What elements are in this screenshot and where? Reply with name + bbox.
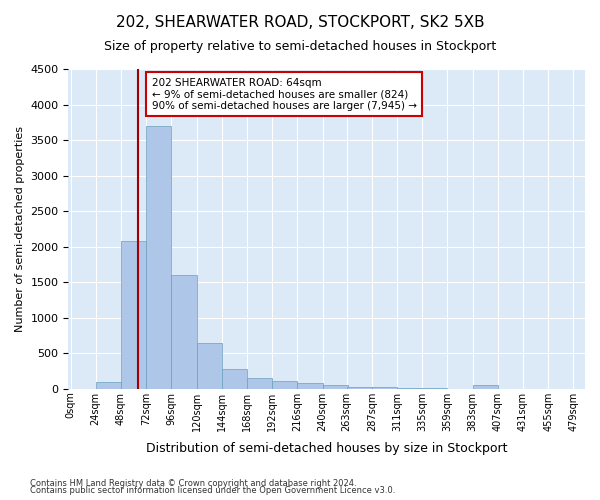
Bar <box>323 385 348 388</box>
Y-axis label: Number of semi-detached properties: Number of semi-detached properties <box>15 126 25 332</box>
Bar <box>197 344 222 388</box>
Bar <box>146 126 172 388</box>
Bar <box>247 378 272 388</box>
Bar <box>473 385 498 388</box>
Bar <box>121 242 146 388</box>
Bar <box>222 369 247 388</box>
Bar <box>96 382 121 388</box>
Text: Contains public sector information licensed under the Open Government Licence v3: Contains public sector information licen… <box>30 486 395 495</box>
Text: 202 SHEARWATER ROAD: 64sqm
← 9% of semi-detached houses are smaller (824)
90% of: 202 SHEARWATER ROAD: 64sqm ← 9% of semi-… <box>152 78 416 110</box>
Text: Size of property relative to semi-detached houses in Stockport: Size of property relative to semi-detach… <box>104 40 496 53</box>
X-axis label: Distribution of semi-detached houses by size in Stockport: Distribution of semi-detached houses by … <box>146 442 508 455</box>
Bar <box>347 386 372 388</box>
Bar <box>172 275 197 388</box>
Text: Contains HM Land Registry data © Crown copyright and database right 2024.: Contains HM Land Registry data © Crown c… <box>30 478 356 488</box>
Bar <box>272 381 298 388</box>
Bar <box>298 383 323 388</box>
Text: 202, SHEARWATER ROAD, STOCKPORT, SK2 5XB: 202, SHEARWATER ROAD, STOCKPORT, SK2 5XB <box>116 15 484 30</box>
